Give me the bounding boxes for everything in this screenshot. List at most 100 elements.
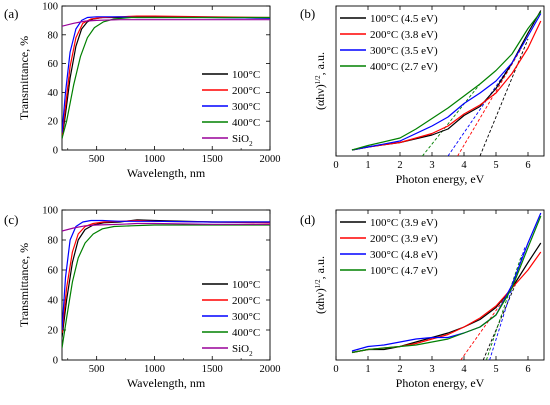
x-tick-label: 1500: [202, 364, 223, 375]
x-tick-label: 1: [365, 364, 370, 375]
label-suffix: , a.u.: [313, 256, 327, 279]
label-text: 200°C: [232, 295, 260, 307]
label-text: SiO: [232, 343, 249, 355]
x-axis-label: Wavelength, nm: [127, 376, 206, 390]
x-tick-label: 4: [461, 364, 467, 375]
legend-label: 300°C: [232, 101, 260, 113]
chart-panel-a: (a) 500 1000 1500 2000 0 20 40 60 80 100 Wavelength…: [4, 2, 281, 181]
x-axis-label: Wavelength, nm: [127, 166, 206, 180]
label-text: 200°C: [232, 85, 260, 97]
legend-label: SiO2: [232, 133, 253, 148]
label-text: 100°C (3.9 eV): [370, 217, 438, 229]
legend-label: 400°C (2.7 eV): [370, 61, 438, 73]
label-text: 100°C: [232, 69, 260, 81]
x-tick-label: 0: [333, 160, 338, 171]
y-tick-label: 20: [48, 326, 59, 337]
plot-area: [62, 15, 270, 139]
legend-label: 400°C: [232, 327, 260, 339]
y-axis-label: Transmittance, %: [17, 36, 31, 120]
fit-line: [457, 47, 522, 156]
x-tick-label: 1000: [144, 154, 165, 165]
fit-line: [482, 284, 516, 360]
y-tick-label: 40: [48, 88, 59, 99]
legend-label: 300°C (3.5 eV): [370, 45, 438, 57]
series-line: [62, 19, 270, 27]
y-tick-label: 100: [42, 206, 58, 217]
legend: 100°C 200°C 300°C 400°C SiO2: [202, 279, 260, 358]
legend: 100°C (4.5 eV) 200°C (3.8 eV) 300°C (3.5 e…: [340, 13, 438, 73]
series-line: [351, 215, 542, 354]
fit-line: [479, 38, 529, 156]
label-text: (αhν): [313, 84, 327, 110]
y-tick-label: 40: [48, 296, 59, 307]
plot-area: [62, 219, 270, 349]
label-text: 200°C (3.8 eV): [370, 29, 438, 41]
panel-label: (a): [4, 6, 18, 21]
series-line: [351, 11, 542, 151]
label-text: 400°C: [232, 117, 260, 129]
plot-area: [351, 10, 542, 156]
x-tick-label: 1000: [144, 364, 165, 375]
label-text: 100°C (4.5 eV): [370, 13, 438, 25]
plot-frame: [335, 5, 545, 157]
series-line: [62, 219, 270, 331]
label-text: 300°C: [232, 311, 260, 323]
legend: 100°C 200°C 300°C 400°C SiO2: [202, 69, 260, 148]
plot-area: [351, 212, 542, 360]
x-tick-label: 1: [365, 160, 370, 171]
y-axis-label: Transmittance, %: [17, 243, 31, 327]
x-tick-label: 2: [397, 364, 402, 375]
series-line: [351, 212, 542, 352]
legend-label: 100°C (4.7 eV): [370, 265, 438, 277]
subscript: 2: [249, 350, 253, 358]
legend-label: 300°C (4.8 eV): [370, 249, 438, 261]
plot-frame: [61, 5, 271, 151]
fit-line: [447, 62, 513, 156]
label-text: Transmittance, %: [17, 243, 31, 327]
series-line: [351, 20, 542, 151]
superscript: 1/2: [314, 279, 322, 288]
label-text: 300°C (3.5 eV): [370, 45, 438, 57]
superscript: 1/2: [314, 75, 322, 84]
series-line: [62, 222, 270, 232]
fit-line: [422, 83, 481, 156]
y-tick-label: 0: [53, 146, 58, 157]
x-tick-label: 3: [429, 364, 434, 375]
series-line: [62, 15, 270, 136]
x-tick-label: 5: [493, 364, 498, 375]
legend-label: 100°C (3.9 eV): [370, 217, 438, 229]
chart-panel-b: (b) 0 1 2 3 4 5 6 Photon energy, eV (αhν)1/2, a.u…: [300, 5, 545, 186]
series-line: [62, 16, 270, 139]
x-axis-label: Photon energy, eV: [396, 376, 485, 390]
label-text: 300°C (4.8 eV): [370, 249, 438, 261]
y-tick-label: 20: [48, 117, 59, 128]
legend-label: 100°C (4.5 eV): [370, 13, 438, 25]
series-line: [62, 224, 270, 349]
label-text: Transmittance, %: [17, 36, 31, 120]
panel-label: (b): [300, 6, 315, 21]
x-tick-label: 6: [525, 364, 530, 375]
label-text: 400°C (2.7 eV): [370, 61, 438, 73]
label-text: 400°C: [232, 327, 260, 339]
x-tick-label: 500: [89, 364, 105, 375]
x-tick-label: 2: [397, 160, 402, 171]
legend-label: 200°C: [232, 295, 260, 307]
y-axis-label: (αhν)1/2, a.u.: [313, 52, 327, 110]
x-tick-label: 3: [429, 160, 434, 171]
legend: 100°C (3.9 eV) 200°C (3.9 eV) 300°C (4.8 e…: [340, 217, 438, 277]
subscript: 2: [249, 140, 253, 148]
legend-label: 200°C (3.9 eV): [370, 233, 438, 245]
x-tick-label: 500: [89, 154, 105, 165]
x-tick-label: 6: [525, 160, 530, 171]
fit-line: [460, 296, 506, 360]
y-tick-label: 80: [48, 30, 59, 41]
series-line: [351, 13, 542, 151]
y-tick-label: 60: [48, 266, 59, 277]
y-axis-label: (αhν)1/2, a.u.: [313, 256, 327, 314]
label-text: 200°C (3.9 eV): [370, 233, 438, 245]
plot-frame: [61, 209, 271, 361]
legend-label: 200°C (3.8 eV): [370, 29, 438, 41]
legend-label: 300°C: [232, 311, 260, 323]
label-text: (αhν): [313, 288, 327, 314]
